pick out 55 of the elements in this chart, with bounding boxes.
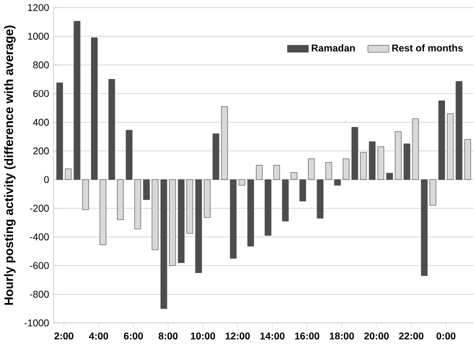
y-tick-label: 400 — [33, 118, 49, 126]
bar — [108, 79, 116, 180]
x-tick-label: 22:00 — [399, 332, 424, 340]
y-tick-label: -400 — [30, 234, 49, 241]
bar — [64, 168, 72, 180]
bar — [247, 180, 254, 247]
y-tick-label: -800 — [30, 290, 49, 298]
y-tick-label: 800 — [33, 62, 49, 69]
y-tick-label: 200 — [33, 148, 49, 155]
bar — [160, 180, 168, 310]
bar — [360, 152, 367, 180]
bar — [238, 180, 246, 186]
y-tick-label: 1000 — [28, 32, 49, 40]
y-tick-label: -600 — [30, 262, 49, 270]
bar — [299, 180, 306, 202]
bar — [126, 130, 132, 180]
x-tick-label: 4:00 — [88, 332, 108, 340]
x-tick-label: 2:00 — [54, 332, 74, 340]
bar — [438, 100, 445, 180]
legend-label: Rest of months — [392, 44, 463, 52]
y-tick-label: 600 — [33, 90, 49, 98]
bar — [204, 180, 210, 218]
bar — [230, 180, 237, 259]
x-tick-label: 16:00 — [295, 332, 320, 340]
bar — [186, 180, 194, 234]
x-tick-label: 14:00 — [260, 332, 284, 340]
x-tick-label: 8:00 — [158, 332, 178, 340]
y-axis-title: Hourly posting activity (difference with average) — [4, 26, 16, 305]
y-tick-label: 0 — [44, 176, 49, 184]
bar — [430, 180, 436, 206]
bar — [134, 180, 142, 230]
bar — [56, 82, 63, 180]
bar — [169, 180, 176, 266]
x-tick-label: 6:00 — [124, 332, 143, 340]
bar — [117, 180, 124, 220]
bar — [420, 180, 428, 276]
x-tick-label: 20:00 — [364, 332, 389, 340]
bar — [325, 162, 332, 180]
bar — [394, 132, 402, 180]
y-tick-label: -1000 — [24, 320, 49, 327]
x-tick-label: 10:00 — [190, 332, 216, 340]
y-tick-label: 1200 — [28, 4, 49, 12]
bar — [256, 165, 263, 180]
bar — [195, 180, 202, 274]
y-tick-label: -200 — [30, 204, 49, 212]
bar — [386, 173, 393, 180]
bar — [368, 142, 376, 180]
bar — [446, 114, 454, 180]
bar — [178, 180, 185, 264]
legend-label: Ramadan — [312, 44, 355, 52]
bar — [378, 146, 384, 180]
bar — [352, 127, 358, 180]
x-tick-label: 0:00 — [436, 332, 456, 340]
x-tick-label: 12:00 — [226, 332, 250, 340]
x-tick-label: 18:00 — [330, 332, 354, 340]
